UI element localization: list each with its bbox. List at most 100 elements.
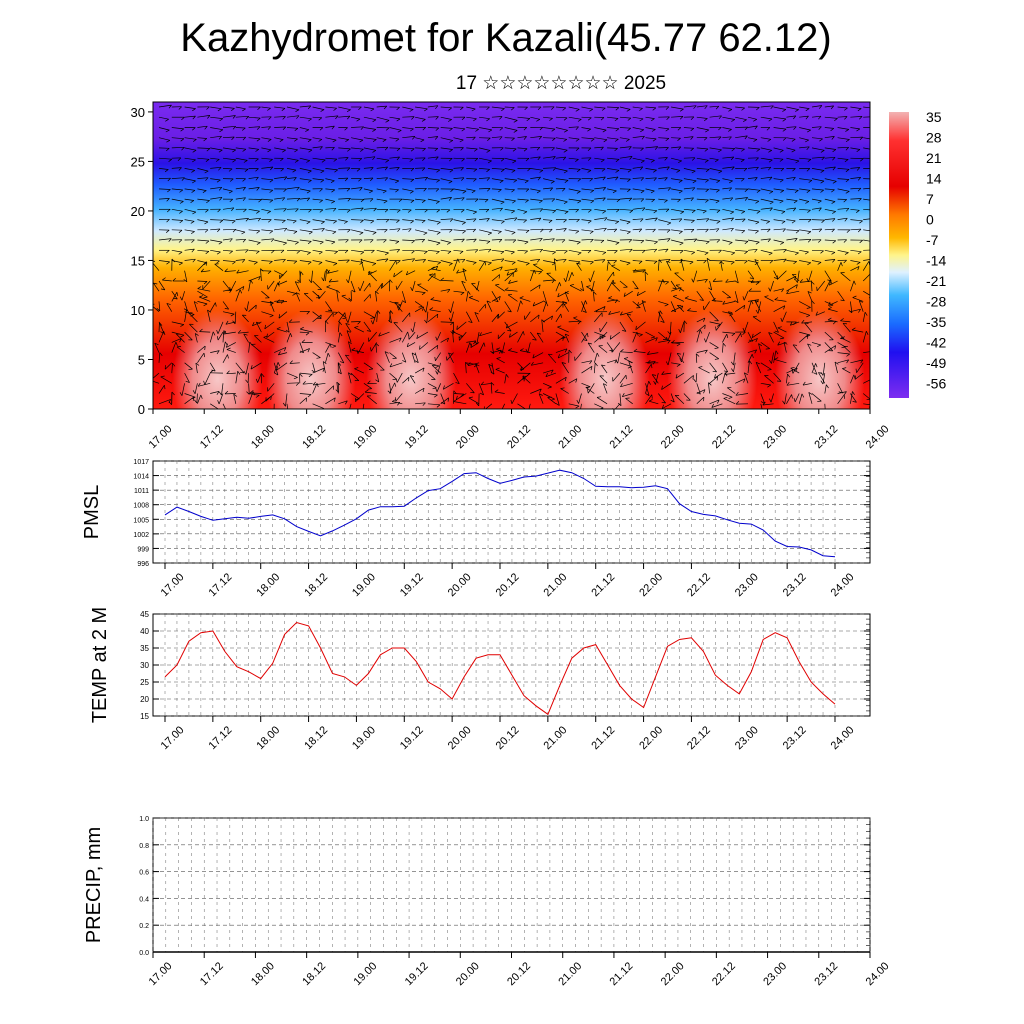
wind-barb <box>389 363 393 368</box>
wind-vector <box>376 105 387 108</box>
wind-vector <box>611 265 621 272</box>
wind-barb <box>844 159 849 163</box>
wind-vector <box>581 188 594 191</box>
wind-vector <box>837 331 845 340</box>
wind-vector <box>376 310 378 322</box>
pmsl-series-line <box>164 469 836 558</box>
wind-barb <box>239 289 243 294</box>
wind-vector <box>158 331 165 343</box>
wind-barb <box>496 347 501 350</box>
wind-barb <box>511 231 516 235</box>
wind-barb <box>191 170 195 173</box>
wind-barb <box>452 329 456 334</box>
wind-barb <box>703 137 708 141</box>
wind-vector <box>606 261 609 271</box>
wind-barb <box>794 279 798 283</box>
wind-barb <box>689 261 694 265</box>
wind-vector <box>837 106 848 109</box>
wind-vector <box>709 188 720 191</box>
wind-barb <box>817 262 822 265</box>
wind-barb <box>742 331 746 336</box>
wind-barb <box>601 168 606 172</box>
wind-barb <box>385 120 390 123</box>
wind-barb <box>577 252 582 256</box>
wind-barb <box>609 335 612 340</box>
wind-vector <box>504 301 512 313</box>
wind-barb <box>735 391 739 396</box>
wind-barb <box>590 366 593 371</box>
wind-barb <box>854 375 857 380</box>
wind-vector <box>722 127 732 130</box>
wind-vector <box>786 147 796 151</box>
wind-barb <box>623 292 626 297</box>
wind-vector <box>632 228 642 231</box>
wind-vector <box>456 393 467 400</box>
wind-vector <box>286 219 297 222</box>
x-tick-label: 19.00 <box>351 423 379 451</box>
wind-vector <box>235 289 241 302</box>
wind-barb <box>675 374 678 379</box>
wind-vector <box>197 301 208 305</box>
wind-barb <box>308 374 313 378</box>
wind-vector <box>171 127 184 130</box>
wind-vector <box>453 188 467 192</box>
wind-barb <box>537 332 541 335</box>
wind-vector <box>735 197 748 200</box>
wind-barb <box>460 106 464 111</box>
wind-barb <box>550 180 555 184</box>
wind-barb <box>369 198 374 202</box>
wind-barb <box>806 146 810 151</box>
wind-barb <box>347 148 351 152</box>
wind-barb <box>460 167 464 171</box>
wind-barb <box>269 315 274 318</box>
wind-vector <box>773 372 782 382</box>
wind-barb <box>615 159 620 163</box>
wind-vector <box>619 280 628 288</box>
wind-vector <box>542 393 555 400</box>
wind-vector <box>760 382 771 386</box>
wind-barb <box>245 218 249 222</box>
wind-vector <box>786 106 799 110</box>
wind-barb <box>740 159 745 163</box>
wind-vector <box>683 127 694 129</box>
wind-vector <box>345 323 352 333</box>
wind-barb <box>411 250 415 254</box>
wind-vector <box>197 188 207 191</box>
wind-barb <box>421 167 426 171</box>
wind-vector <box>286 321 290 333</box>
wind-barb <box>358 106 362 110</box>
wind-barb <box>654 217 658 222</box>
wind-barb <box>180 334 185 338</box>
wind-barb <box>859 300 863 303</box>
wind-vector <box>299 372 313 375</box>
wind-vector <box>637 290 646 297</box>
precip-x-tick-label: 23.00 <box>761 960 789 988</box>
wind-vector <box>758 343 762 353</box>
wind-vector <box>478 261 486 271</box>
wind-vector <box>325 249 338 252</box>
wind-vector <box>709 157 719 161</box>
wind-barb <box>424 319 428 324</box>
wind-vector <box>744 321 749 332</box>
temp-x-tick-label: 22.12 <box>685 724 713 752</box>
wind-barb <box>729 313 734 317</box>
wind-vector <box>527 342 531 353</box>
wind-vector <box>226 342 236 348</box>
colorbar-label: -21 <box>926 273 946 289</box>
wind-barb <box>479 392 484 396</box>
wind-barb <box>633 268 637 273</box>
wind-barb <box>334 312 338 316</box>
wind-barb <box>499 127 504 131</box>
wind-vector <box>158 399 171 405</box>
wind-vector <box>486 300 493 312</box>
wind-barb <box>561 362 566 364</box>
wind-vector <box>389 137 400 140</box>
wind-barb <box>192 180 196 184</box>
wind-vector <box>837 290 845 302</box>
wind-barb <box>613 260 617 264</box>
wind-barb <box>232 126 236 130</box>
wind-barb <box>667 222 672 226</box>
wind-barb <box>207 115 211 119</box>
wind-vector <box>222 354 228 363</box>
wind-barb <box>256 321 261 324</box>
